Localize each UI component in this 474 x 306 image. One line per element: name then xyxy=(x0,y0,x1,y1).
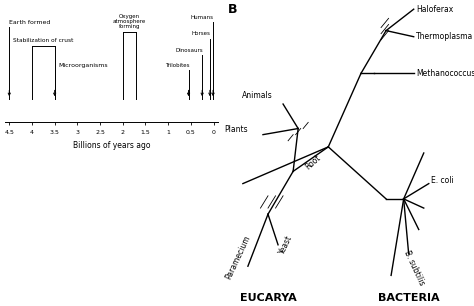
Text: Methanococcus: Methanococcus xyxy=(416,69,474,78)
Text: Paramecium: Paramecium xyxy=(224,233,252,281)
Text: Dinosaurs: Dinosaurs xyxy=(175,48,203,53)
Text: Humans: Humans xyxy=(191,15,214,20)
Text: Microorganisms: Microorganisms xyxy=(58,63,108,68)
Text: Animals: Animals xyxy=(242,91,273,100)
Text: BACTERIA: BACTERIA xyxy=(378,293,439,303)
Text: E. coli: E. coli xyxy=(431,176,454,185)
Text: Stabilization of crust: Stabilization of crust xyxy=(13,38,73,43)
Text: Yeast: Yeast xyxy=(277,234,294,256)
X-axis label: Billions of years ago: Billions of years ago xyxy=(73,140,150,150)
Text: EUCARYA: EUCARYA xyxy=(240,293,296,303)
Text: B: B xyxy=(228,3,237,16)
Text: Plants: Plants xyxy=(224,125,248,134)
Text: Oxygen
atmosphere
forming: Oxygen atmosphere forming xyxy=(113,13,146,29)
Text: Trilobites: Trilobites xyxy=(165,63,190,68)
Text: Thermoplasma: Thermoplasma xyxy=(416,32,474,41)
Text: Root: Root xyxy=(304,153,323,171)
Text: Haloferax: Haloferax xyxy=(416,5,454,14)
Text: Earth formed: Earth formed xyxy=(9,20,51,25)
Text: B. subtilis: B. subtilis xyxy=(401,249,426,287)
Text: Horses: Horses xyxy=(192,31,211,36)
